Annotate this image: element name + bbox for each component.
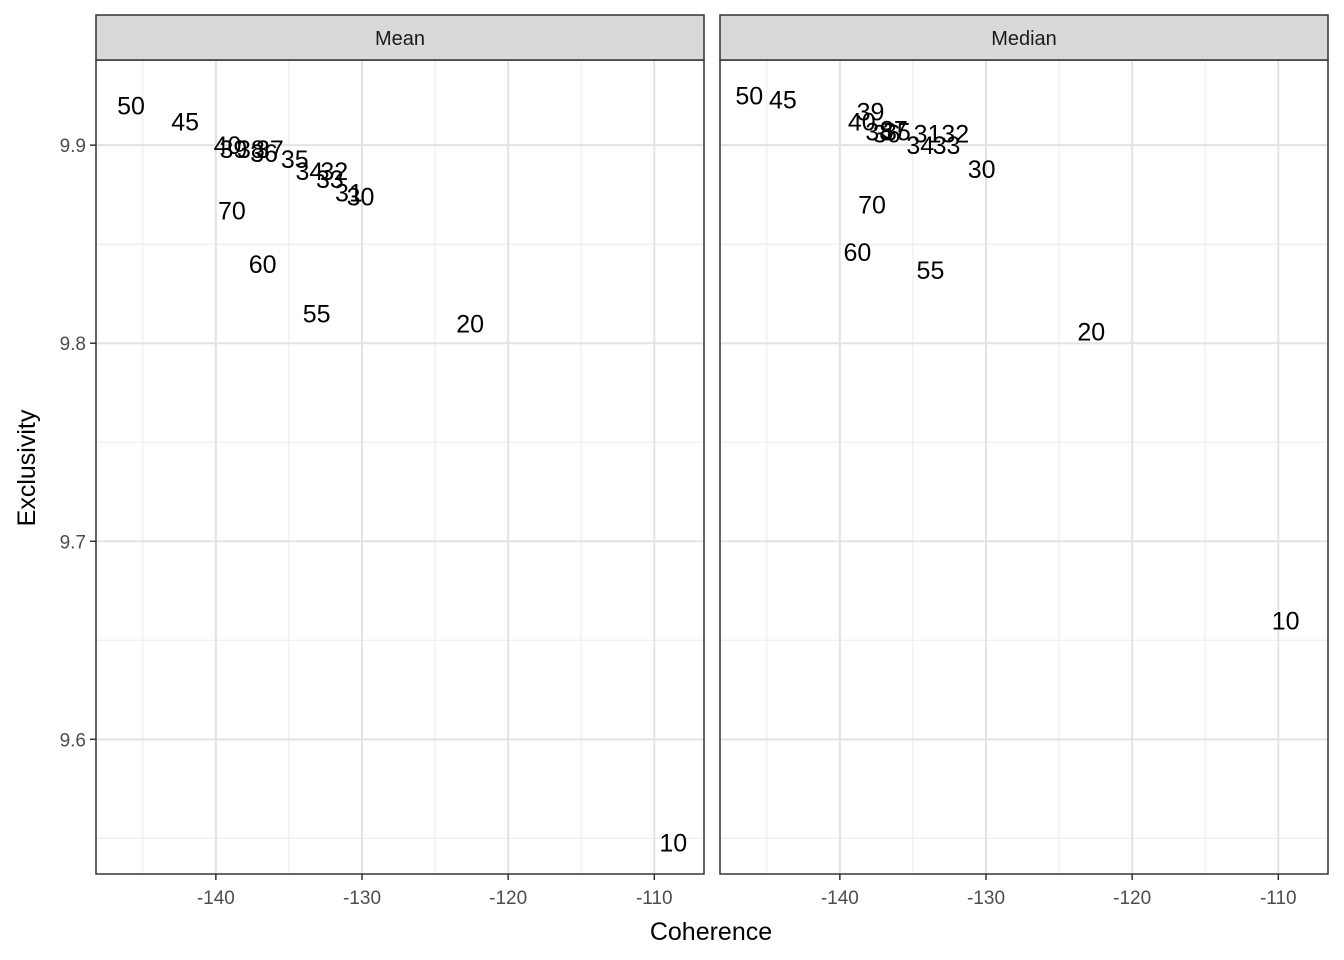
point-label-10: 10 [1272, 607, 1300, 635]
point-label-50: 50 [735, 83, 763, 111]
point-label-36: 36 [873, 120, 901, 148]
y-tick-label: 9.8 [60, 334, 86, 355]
x-tick-label: -130 [967, 888, 1005, 909]
point-label-32: 32 [320, 158, 348, 186]
panel-background [720, 60, 1328, 874]
x-tick-label: -120 [489, 888, 527, 909]
point-label-50: 50 [117, 93, 145, 121]
point-label-34: 34 [295, 158, 323, 186]
y-tick-label: 9.7 [60, 532, 86, 553]
point-label-30: 30 [968, 156, 996, 184]
point-label-30: 30 [347, 184, 375, 212]
point-label-37: 37 [256, 136, 284, 164]
point-label-38: 38 [237, 136, 265, 164]
point-label-31: 31 [335, 180, 363, 208]
x-axis-title: Coherence [650, 918, 772, 946]
point-label-70: 70 [218, 198, 246, 226]
point-label-33: 33 [316, 166, 344, 194]
point-label-37: 37 [880, 116, 908, 144]
point-label-31: 31 [914, 120, 942, 148]
x-tick-label: -140 [197, 888, 235, 909]
point-label-39: 39 [219, 136, 247, 164]
point-label-40: 40 [214, 132, 242, 160]
point-label-20: 20 [456, 310, 484, 338]
point-label-45: 45 [171, 108, 199, 136]
point-label-35: 35 [883, 118, 911, 146]
point-label-60: 60 [843, 239, 871, 267]
point-label-38: 38 [865, 118, 893, 146]
x-tick-label: -140 [821, 888, 859, 909]
point-label-36: 36 [250, 140, 278, 168]
point-label-20: 20 [1077, 318, 1105, 346]
strip-label-mean: Mean [375, 28, 425, 50]
x-tick-label: -110 [1260, 888, 1297, 909]
point-label-70: 70 [858, 192, 886, 220]
point-label-33: 33 [933, 132, 961, 160]
point-label-32: 32 [941, 120, 969, 148]
strip-background [719, 14, 1329, 61]
point-label-39: 39 [857, 98, 885, 126]
strip-background [95, 14, 705, 61]
point-label-55: 55 [303, 301, 331, 329]
y-tick-label: 9.9 [60, 136, 86, 157]
point-label-60: 60 [249, 251, 277, 279]
x-tick-label: -110 [636, 888, 673, 909]
y-axis-title: Exclusivity [13, 409, 41, 526]
y-tick-label: 9.6 [60, 730, 86, 751]
point-label-45: 45 [769, 87, 797, 115]
strip-label-median: Median [991, 28, 1057, 50]
point-label-10: 10 [659, 829, 687, 857]
x-tick-label: -120 [1113, 888, 1151, 909]
point-label-34: 34 [906, 132, 934, 160]
panel-background [96, 60, 704, 874]
point-label-55: 55 [917, 257, 945, 285]
point-label-35: 35 [281, 146, 309, 174]
x-tick-label: -130 [343, 888, 381, 909]
point-label-40: 40 [848, 108, 876, 136]
